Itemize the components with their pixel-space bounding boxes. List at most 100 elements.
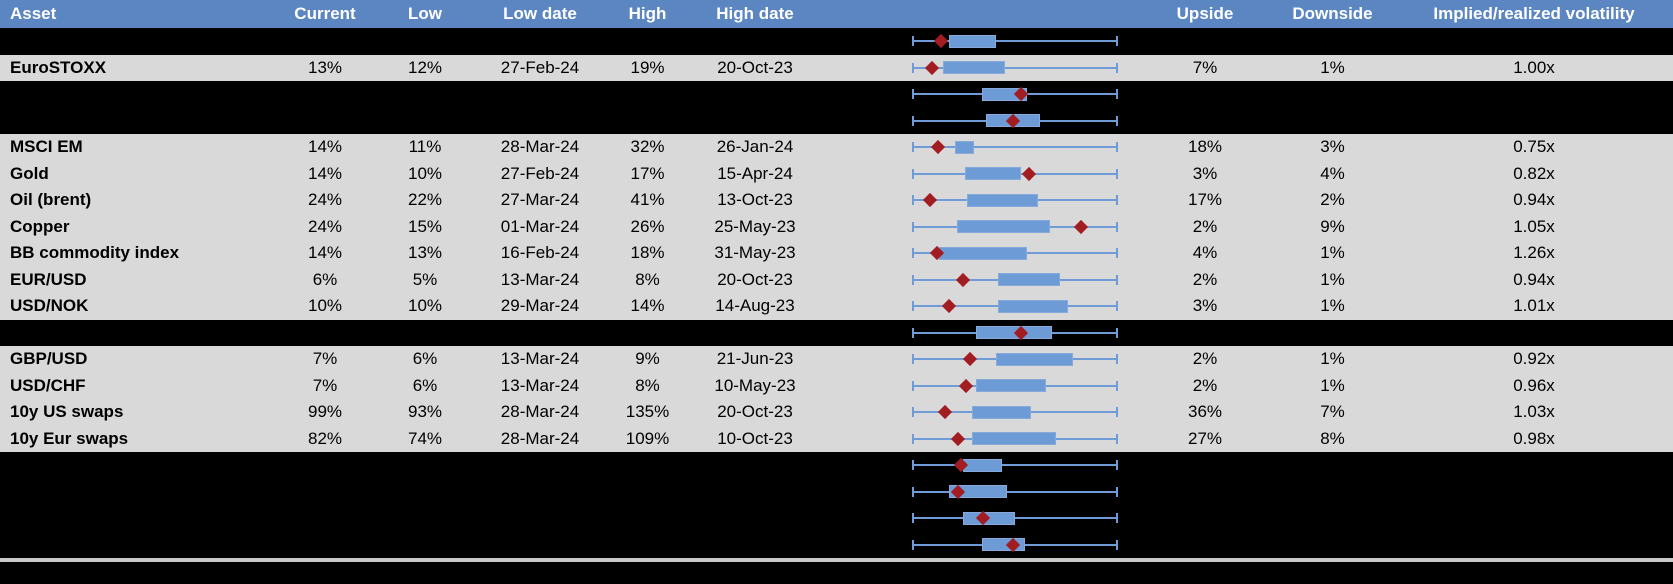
hidden-row — [0, 531, 1673, 559]
table-row: USD/CHF 7% 6% 13-Mar-24 8% 10-May-23 2% 1% 0.96x — [0, 372, 1673, 400]
cell-low-date: 13-Mar-24 — [500, 375, 580, 395]
cell-low — [370, 479, 480, 506]
cell-high: 135% — [625, 402, 670, 422]
cell-current: 6% — [312, 269, 338, 289]
cell-asset: Oil (brent) — [10, 190, 92, 210]
column-header-high-date: High date — [716, 4, 794, 23]
cell-downside: 7% — [1320, 402, 1345, 422]
cell-downside: 8% — [1320, 428, 1345, 448]
cell-downside: 1% — [1320, 57, 1345, 77]
cell-implied-realized — [1395, 320, 1673, 347]
cell-current — [280, 452, 370, 479]
cell-high-date: 13-Oct-23 — [717, 190, 793, 210]
cell-high: 109% — [625, 428, 670, 448]
cell-upside: 17% — [1187, 190, 1223, 210]
column-header-high: High — [628, 4, 667, 23]
cell-high-date: 20-Oct-23 — [717, 57, 793, 77]
cell-upside: 7% — [1192, 57, 1218, 77]
iqr-box — [942, 61, 1005, 75]
cell-low: 22% — [407, 190, 443, 210]
whisker-cap-left — [911, 248, 914, 259]
cell-low — [370, 28, 480, 55]
whisker-cap-right — [1115, 62, 1118, 73]
cell-downside — [1270, 532, 1395, 559]
iqr-box — [938, 246, 1028, 260]
cell-low: 12% — [407, 57, 443, 77]
whisker-cap-left — [911, 513, 914, 524]
cell-low-date: 16-Feb-24 — [500, 243, 580, 263]
cell-high-date — [695, 505, 815, 532]
current-marker-diamond — [925, 60, 940, 75]
cell-implied-realized: 1.03x — [1513, 402, 1555, 422]
hidden-row — [0, 452, 1673, 479]
column-header-asset: Asset — [10, 4, 57, 23]
cell-range-chart — [815, 373, 1140, 400]
cell-downside: 1% — [1320, 269, 1345, 289]
cell-low-date — [480, 505, 600, 532]
cell-range-chart — [815, 81, 1140, 108]
cell-implied-realized — [1395, 28, 1673, 55]
cell-low-date: 28-Mar-24 — [500, 137, 580, 157]
cell-high: 17% — [630, 163, 665, 183]
bottom-divider — [0, 558, 1673, 562]
cell-upside — [1140, 28, 1270, 55]
iqr-box — [948, 485, 1007, 499]
cell-asset: 10y US swaps — [10, 402, 124, 422]
hidden-row — [0, 28, 1673, 55]
boxplot — [911, 267, 1118, 294]
hidden-row — [0, 505, 1673, 532]
cell-low-date: 27-Feb-24 — [500, 163, 580, 183]
whisker-cap-left — [911, 274, 914, 285]
cell-high — [600, 28, 695, 55]
cell-range-chart — [815, 187, 1140, 214]
whisker-cap-left — [911, 327, 914, 338]
cell-low-date — [480, 81, 600, 108]
cell-high-date: 20-Oct-23 — [717, 269, 793, 289]
cell-current — [280, 108, 370, 135]
cell-asset: EuroSTOXX — [10, 57, 107, 77]
cell-implied-realized — [1395, 108, 1673, 135]
cell-low: 74% — [407, 428, 443, 448]
cell-asset: MSCI EM — [10, 137, 83, 157]
boxplot — [911, 293, 1118, 320]
cell-downside: 1% — [1320, 375, 1345, 395]
boxplot — [911, 28, 1118, 55]
whisker-cap-left — [911, 433, 914, 444]
current-marker-diamond — [923, 193, 938, 208]
cell-upside: 36% — [1187, 402, 1223, 422]
cell-current — [280, 532, 370, 559]
cell-high-date: 15-Apr-24 — [717, 163, 793, 183]
cell-asset — [0, 320, 280, 347]
boxplot — [911, 214, 1118, 241]
cell-range-chart — [815, 479, 1140, 506]
cell-asset — [0, 532, 280, 559]
cell-implied-realized: 1.00x — [1513, 57, 1555, 77]
cell-downside — [1270, 479, 1395, 506]
whisker-line — [911, 40, 1118, 43]
whisker-cap-right — [1115, 195, 1118, 206]
cell-downside — [1270, 81, 1395, 108]
cell-low: 13% — [407, 243, 443, 263]
cell-asset: BB commodity index — [10, 243, 180, 263]
cell-range-chart — [815, 532, 1140, 559]
cell-high-date: 20-Oct-23 — [717, 402, 793, 422]
boxplot — [911, 532, 1118, 559]
cell-high-date — [695, 28, 815, 55]
cell-implied-realized: 0.94x — [1513, 190, 1555, 210]
whisker-cap-right — [1115, 486, 1118, 497]
whisker-cap-left — [911, 115, 914, 126]
cell-current — [280, 81, 370, 108]
whisker-cap-left — [911, 168, 914, 179]
cell-range-chart — [815, 108, 1140, 135]
cell-low-date: 13-Mar-24 — [500, 269, 580, 289]
cell-low — [370, 108, 480, 135]
iqr-box — [967, 193, 1038, 207]
cell-current: 99% — [307, 402, 343, 422]
cell-high — [600, 452, 695, 479]
cell-implied-realized: 0.75x — [1513, 137, 1555, 157]
cell-upside: 3% — [1192, 296, 1218, 316]
current-marker-diamond — [1073, 219, 1088, 234]
cell-low: 6% — [412, 375, 438, 395]
cell-implied-realized: 0.82x — [1513, 163, 1555, 183]
boxplot — [911, 320, 1118, 347]
